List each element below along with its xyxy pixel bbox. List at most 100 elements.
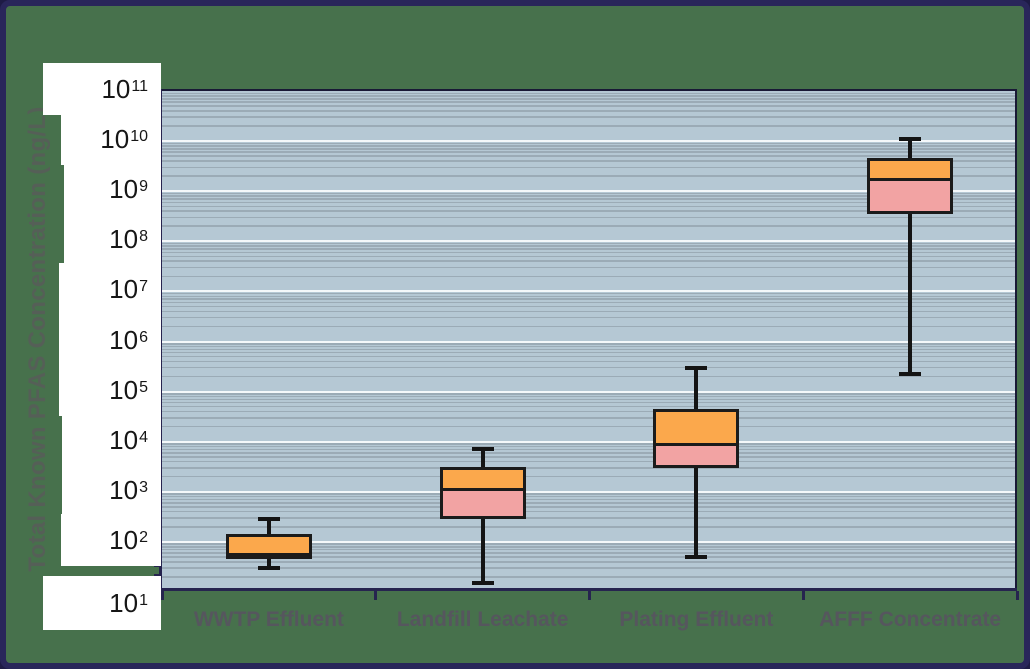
box-lower-quartile-segment (228, 553, 309, 557)
gridline-minor (162, 225, 1015, 227)
y-axis-title: Total Known PFAS Concentration (ng/L) (24, 106, 51, 572)
x-axis-line (159, 588, 1017, 591)
gridline-minor (162, 475, 1015, 478)
y-tick-base: 10 (109, 474, 139, 505)
box-upper-quartile-segment (870, 160, 951, 179)
box-whisker-cap-top (257, 517, 280, 522)
gridline-minor (162, 395, 1015, 398)
y-tick-exponent: 8 (139, 228, 148, 246)
box-whisker-cap-top (899, 137, 922, 142)
gridline-minor (162, 526, 1015, 528)
y-tick-exponent: 11 (131, 78, 148, 95)
gridline-minor (162, 105, 1015, 107)
gridline-minor (162, 360, 1015, 363)
y-tick-exponent: 10 (130, 128, 148, 146)
gridline-major (162, 140, 1015, 143)
gridline-minor (162, 155, 1015, 157)
box-lower-quartile-segment (870, 178, 951, 212)
gridline-minor (162, 260, 1015, 262)
gridline-minor (162, 405, 1015, 408)
box-upper-quartile-segment (228, 536, 309, 554)
gridline-minor (162, 325, 1015, 328)
y-tick-label: 10 8 (64, 213, 161, 266)
y-tick-label: 10 9 (64, 163, 161, 216)
gridline-major (162, 290, 1015, 293)
y-tick-label: 10 2 (61, 513, 161, 566)
gridline-minor (162, 576, 1015, 578)
box-whisker (908, 139, 913, 375)
y-tick-base: 10 (109, 174, 139, 205)
gridline-major (162, 340, 1015, 343)
x-category-label: Landfill Leachate (396, 608, 569, 631)
gridline-minor (162, 148, 1015, 150)
box-landfill-leachate (439, 467, 526, 520)
gridline-minor (162, 348, 1015, 350)
gridline-minor (162, 255, 1015, 258)
gridline-minor (162, 425, 1015, 428)
gridline-minor (162, 567, 1015, 569)
gridline-minor (162, 401, 1015, 404)
x-tick (801, 591, 805, 600)
gridline-minor (162, 92, 1015, 95)
gridline-minor (162, 445, 1015, 448)
gridline-minor (162, 251, 1015, 254)
gridline-minor (162, 98, 1015, 100)
gridline-minor (162, 417, 1015, 419)
gridline-minor (162, 110, 1015, 112)
gridline-major (162, 390, 1015, 393)
gridline-minor (162, 460, 1015, 463)
gridline-minor (162, 366, 1015, 369)
gridline-minor (162, 495, 1015, 498)
gridline-minor (162, 205, 1015, 208)
box-whisker-cap-bottom (257, 566, 280, 571)
y-tick-base: 10 (109, 588, 139, 618)
box-lower-quartile-segment (442, 487, 523, 517)
y-tick-base: 10 (109, 424, 139, 455)
gridline-minor (162, 351, 1015, 354)
x-tick (374, 591, 378, 600)
box-afff-concentrate (867, 157, 954, 215)
x-category-label: AFFF Concentrate (819, 608, 1002, 631)
gridline-minor (162, 552, 1015, 554)
gridline-minor (162, 201, 1015, 204)
gridline-minor (162, 142, 1015, 145)
gridline-minor (162, 160, 1015, 162)
gridline-minor (162, 543, 1015, 545)
y-tick-label: 10 7 (59, 263, 161, 316)
gridline-minor (162, 510, 1015, 513)
gridline-minor (162, 248, 1015, 250)
box-plating-effluent (653, 408, 740, 468)
gridline-minor (162, 345, 1015, 348)
box-wwtp-effluent (225, 533, 312, 560)
y-tick-base: 10 (109, 374, 139, 405)
gridline-minor (162, 95, 1015, 97)
y-tick-exponent: 5 (139, 378, 148, 396)
gridline-minor (162, 166, 1015, 169)
y-tick-base: 10 (109, 524, 139, 555)
y-tick-base: 10 (109, 274, 139, 305)
gridline-minor (162, 145, 1015, 147)
y-tick-label: 10 5 (59, 363, 161, 416)
gridline-minor (162, 198, 1015, 200)
y-tick-exponent: 4 (139, 428, 148, 446)
gridline-major (162, 540, 1015, 543)
gridline-minor (162, 101, 1015, 103)
box-whisker-cap-bottom (899, 372, 922, 377)
gridline-minor (162, 375, 1015, 378)
x-category-label: Plating Effluent (619, 608, 774, 631)
box-lower-quartile-segment (656, 442, 737, 465)
y-tick-base: 10 (101, 74, 131, 104)
gridline-minor (162, 443, 1015, 445)
gridline-minor (162, 242, 1015, 245)
y-tick-label: 10 4 (62, 413, 161, 466)
gridline-minor (162, 310, 1015, 313)
x-category-label: WWTP Effluent (193, 608, 344, 631)
gridline-minor (162, 292, 1015, 295)
y-tick-label: 10 11 (43, 63, 161, 115)
gridline-minor (162, 502, 1015, 504)
gridline-major (162, 240, 1015, 243)
gridline-minor (162, 456, 1015, 458)
y-tick-exponent: 3 (139, 478, 148, 496)
y-tick-label: 10 3 (62, 463, 161, 516)
